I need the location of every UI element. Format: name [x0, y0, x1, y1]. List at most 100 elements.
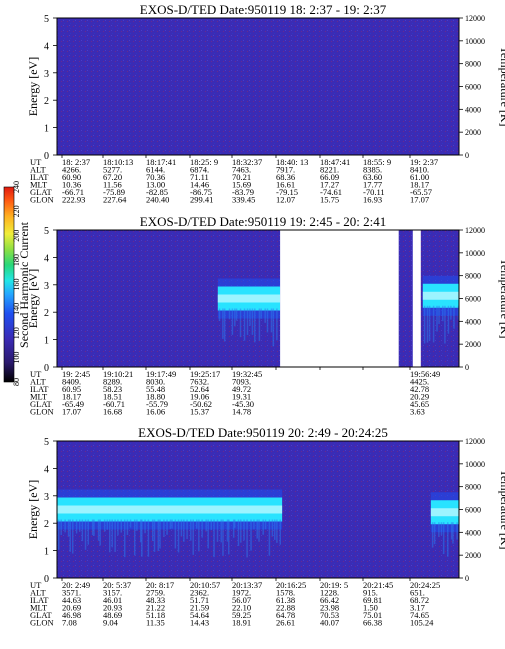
row-label-ut: UT — [30, 580, 42, 590]
band-streak — [120, 519, 123, 533]
band-streak — [169, 519, 172, 529]
band-streak — [444, 305, 446, 344]
band-streak — [264, 519, 267, 530]
colorbar-tick-label: 120 — [12, 327, 21, 339]
table-cell: -65.57 — [410, 187, 432, 197]
colorbar-tick-label: 140 — [12, 303, 21, 315]
table-cell: 4425. — [410, 377, 429, 387]
table-cell: 60.95 — [62, 384, 81, 394]
y-right-axis-label: Temperature [K] — [498, 469, 505, 549]
row-label-alt: ALT — [30, 377, 47, 387]
table-cell: -50.62 — [190, 399, 212, 409]
y-tick-label: 2 — [44, 308, 49, 319]
band-streak — [268, 519, 271, 556]
band-streak — [123, 519, 126, 558]
band-streak — [266, 308, 269, 333]
band-streak — [433, 522, 436, 545]
y-axis-label: Energy [eV] — [26, 269, 40, 328]
band-streak — [228, 308, 231, 320]
band-streak — [453, 305, 455, 329]
y-right-tick-label: 2000 — [465, 128, 481, 137]
band-streak — [144, 519, 146, 534]
band-streak — [447, 522, 449, 557]
table-cell: 9.04 — [103, 618, 119, 628]
band-streak — [222, 519, 224, 556]
band-streak — [254, 308, 256, 343]
table-cell: 20:10:57 — [190, 580, 220, 590]
y-tick-label: 0 — [44, 151, 49, 162]
table-cell: 15.69 — [232, 180, 251, 190]
table-cell: 3571. — [62, 588, 81, 598]
band-streak — [69, 519, 71, 552]
row-label-ilat: ILAT — [30, 595, 49, 605]
table-cell: 105.24 — [410, 618, 434, 628]
colorbar-tick-label: 80 — [12, 378, 21, 386]
table-cell: 19:32:45 — [232, 369, 262, 379]
table-cell: -66.71 — [62, 187, 84, 197]
table-cell: -74.61 — [320, 187, 342, 197]
table-cell: 20:19: 5 — [320, 580, 348, 590]
y-tick-label: 3 — [44, 492, 49, 503]
table-cell: 8289. — [103, 377, 122, 387]
row-label-ilat: ILAT — [30, 172, 49, 182]
band-streak — [93, 519, 95, 536]
table-cell: 6874. — [190, 165, 209, 175]
table-cell: 339.45 — [232, 195, 255, 205]
table-cell: 17.07 — [62, 407, 81, 417]
band-streak — [207, 519, 209, 549]
band-streak — [431, 522, 434, 548]
row-label-glon: GLON — [30, 195, 54, 205]
band-streak — [222, 308, 224, 339]
band-streak — [192, 519, 194, 555]
table-cell: 20.29 — [410, 392, 429, 402]
band-streak — [106, 519, 109, 530]
table-cell: -70.11 — [363, 187, 385, 197]
table-cell: 20:24:25 — [410, 580, 440, 590]
band-streak — [133, 519, 136, 556]
y-right-tick-label: 12000 — [465, 14, 485, 23]
band-streak — [232, 519, 235, 538]
y-tick-label: 5 — [44, 437, 49, 448]
y-right-tick-label: 10000 — [465, 37, 485, 46]
table-cell: 60.90 — [62, 172, 81, 182]
band-streak — [438, 305, 440, 324]
row-label-mlt: MLT — [30, 603, 48, 613]
table-cell: 12.07 — [276, 195, 295, 205]
y-tick-label: 0 — [44, 574, 49, 585]
table-cell: 51.71 — [190, 595, 209, 605]
row-label-mlt: MLT — [30, 392, 48, 402]
table-cell: 20.69 — [62, 603, 81, 613]
table-cell: 19:56:49 — [410, 369, 440, 379]
band-streak — [177, 519, 180, 553]
table-cell: 51.18 — [146, 610, 165, 620]
band-streak — [246, 308, 249, 335]
band-streak — [141, 519, 143, 557]
table-cell: -65.49 — [62, 399, 84, 409]
y-right-tick-label: 6000 — [465, 295, 481, 304]
band-streak — [218, 308, 221, 322]
table-cell: 19: 2:37 — [410, 157, 438, 167]
y-right-tick-label: 0 — [465, 151, 469, 160]
band-streak — [147, 519, 150, 557]
table-cell: 56.07 — [232, 595, 251, 605]
table-cell: 20: 2:49 — [62, 580, 90, 590]
table-cell: 11.56 — [103, 180, 122, 190]
table-cell: 44.63 — [62, 595, 81, 605]
y-axis-label: Energy [eV] — [26, 57, 40, 116]
table-cell: 3157. — [103, 588, 122, 598]
band-core-2 — [422, 291, 459, 300]
band-streak — [258, 308, 261, 341]
table-cell: 18:55: 9 — [363, 157, 391, 167]
band-streak — [243, 308, 246, 341]
table-cell: -45.30 — [232, 399, 254, 409]
y-tick-label: 5 — [44, 226, 49, 237]
band-streak — [456, 522, 458, 540]
table-cell: 8410. — [410, 165, 429, 175]
table-cell: 17.27 — [320, 180, 339, 190]
table-cell: 19:17:49 — [146, 369, 176, 379]
y-tick-label: 4 — [44, 464, 49, 475]
table-cell: 10.36 — [62, 180, 81, 190]
table-cell: -86.75 — [190, 187, 212, 197]
table-cell: 15.37 — [190, 407, 209, 417]
